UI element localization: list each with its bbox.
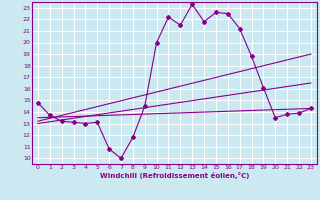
X-axis label: Windchill (Refroidissement éolien,°C): Windchill (Refroidissement éolien,°C) <box>100 172 249 179</box>
